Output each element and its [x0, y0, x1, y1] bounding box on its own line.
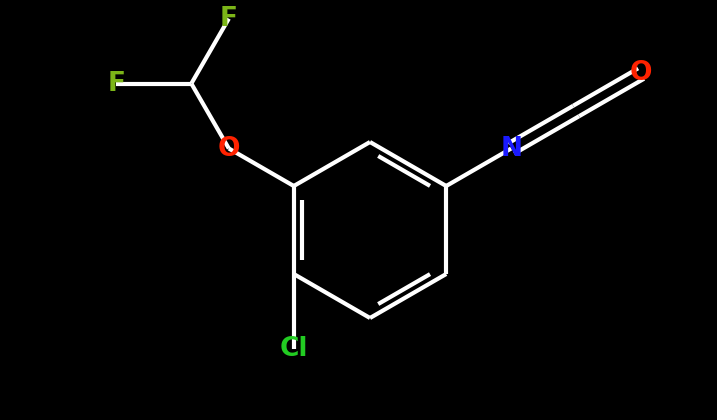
- Text: F: F: [220, 5, 238, 32]
- Text: N: N: [500, 136, 522, 162]
- Text: O: O: [630, 60, 652, 87]
- Text: F: F: [108, 71, 125, 97]
- Text: O: O: [217, 136, 240, 162]
- Text: Cl: Cl: [280, 336, 308, 362]
